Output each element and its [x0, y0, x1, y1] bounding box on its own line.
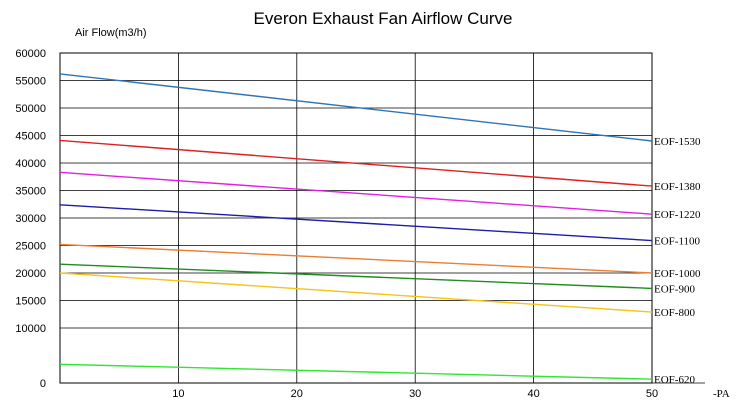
series-label: EOF-1000: [654, 268, 701, 280]
series-line: [59, 272, 653, 313]
y-tick-label: 25000: [15, 241, 46, 253]
series-line: [59, 204, 653, 242]
y-tick-label: 15000: [15, 296, 46, 308]
x-axis-label: -PA: [713, 388, 730, 400]
x-tick-label: 10: [172, 388, 184, 400]
y-tick-label: 30000: [15, 213, 46, 225]
series-lines: [59, 73, 653, 380]
series-line: [59, 243, 653, 274]
series-label: EOF-1530: [654, 136, 701, 148]
tick-labels: 0 10000 15000 20000 25000 30000 35000 40000 4500…: [15, 48, 658, 400]
series-line: [59, 363, 653, 380]
series-label: EOF-620: [654, 374, 695, 386]
series-label: EOF-800: [654, 307, 695, 319]
y-tick-label: 50000: [15, 103, 46, 115]
grid-lines: [59, 52, 705, 384]
series-label: EOF-900: [654, 283, 695, 295]
x-tick-label: 40: [527, 388, 539, 400]
y-tick-label: 60000: [15, 48, 46, 60]
y-tick-label: 55000: [15, 76, 46, 88]
y-tick-label: 45000: [15, 131, 46, 143]
x-tick-label: 30: [409, 388, 421, 400]
y-tick-label: 10000: [15, 323, 46, 335]
chart-title: Everon Exhaust Fan Airflow Curve: [254, 9, 513, 28]
y-axis-label: Air Flow(m3/h): [75, 27, 147, 39]
series-label: EOF-1380: [654, 181, 701, 193]
y-tick-label: 20000: [15, 268, 46, 280]
y-tick-label: 0: [40, 378, 46, 390]
series-labels: EOF-1530 EOF-1380 EOF-1220 EOF-1100 EOF-1000…: [654, 136, 701, 386]
series-label: EOF-1220: [654, 209, 701, 221]
series-line: [59, 263, 653, 290]
y-tick-label: 35000: [15, 186, 46, 198]
series-label: EOF-1100: [654, 236, 701, 248]
series-line: [59, 171, 653, 215]
x-tick-label: 20: [291, 388, 303, 400]
series-line: [59, 73, 653, 142]
series-line: [59, 139, 653, 187]
y-tick-label: 40000: [15, 158, 46, 170]
x-tick-label: 50: [646, 388, 658, 400]
